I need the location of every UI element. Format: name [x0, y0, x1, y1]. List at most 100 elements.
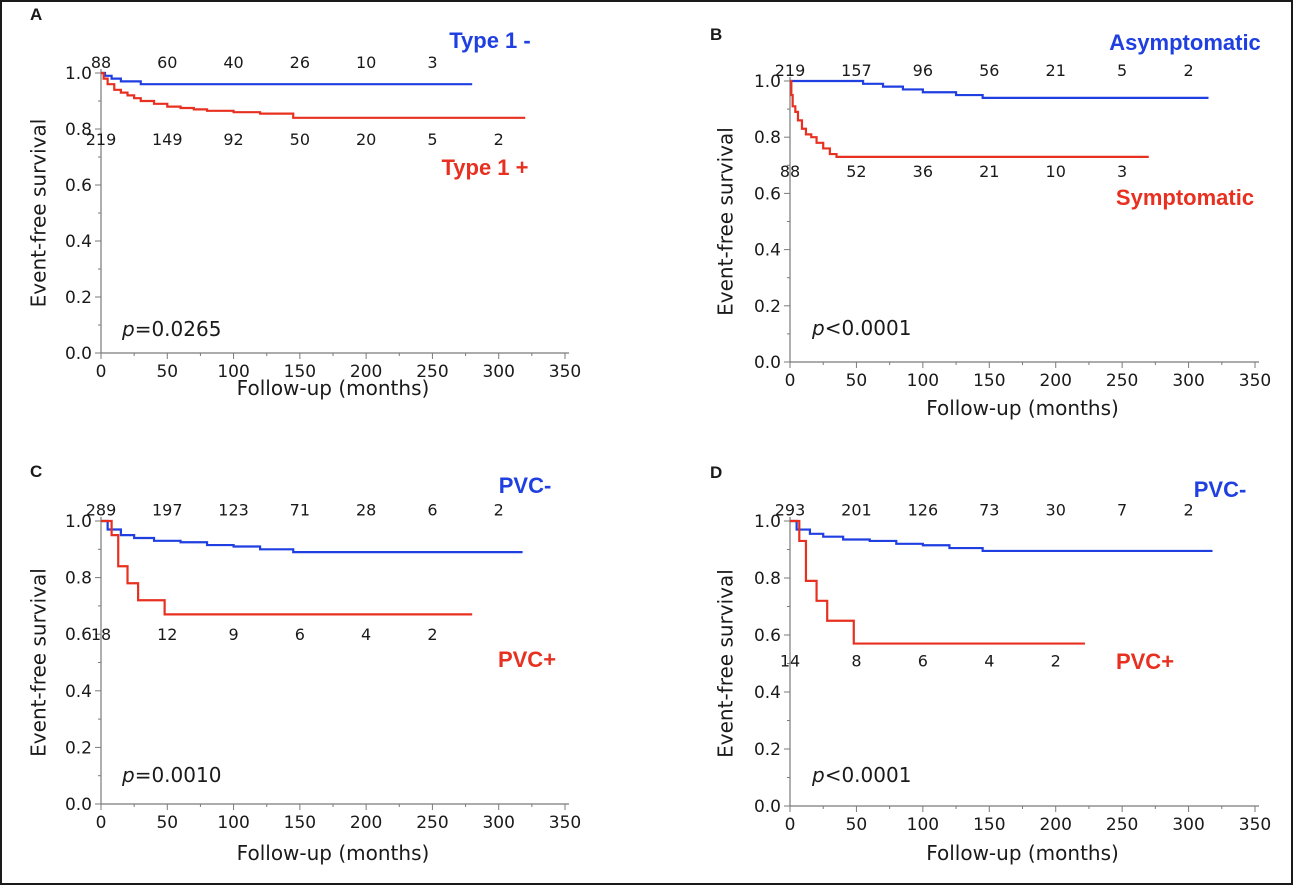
legend-label: PVC+ — [498, 647, 556, 672]
at-risk-number: 219 — [86, 130, 117, 149]
at-risk-number: 73 — [979, 501, 999, 520]
panel-letter: A — [30, 5, 42, 24]
y-tick-label: 0.0 — [65, 795, 92, 815]
at-risk-number: 149 — [152, 130, 183, 149]
x-tick-label: 300 — [1172, 815, 1204, 835]
survival-curve-blue — [101, 519, 523, 554]
survival-curve-red — [790, 519, 1085, 645]
x-tick-label: 150 — [973, 371, 1005, 391]
x-axis-title: Follow-up (months) — [926, 841, 1119, 865]
x-tick-label: 250 — [1106, 371, 1138, 391]
x-tick-label: 0 — [96, 813, 107, 833]
at-risk-number: 50 — [290, 130, 310, 149]
y-tick-label: 1.0 — [65, 512, 92, 532]
y-tick-label: 1.0 — [754, 512, 781, 532]
x-tick-label: 250 — [416, 813, 448, 833]
at-risk-number: 293 — [775, 501, 806, 520]
y-tick-label: 0.2 — [754, 740, 781, 760]
at-risk-number: 4 — [984, 652, 994, 671]
p-value-annotation: p<0.0001 — [811, 763, 911, 787]
at-risk-number: 71 — [290, 501, 310, 520]
y-axis-title: Event-free survival — [27, 568, 51, 757]
panel-letter: D — [710, 463, 722, 482]
x-tick-label: 150 — [973, 815, 1005, 835]
x-tick-label: 50 — [846, 815, 868, 835]
x-tick-label: 0 — [785, 815, 796, 835]
y-tick-label: 1.0 — [754, 72, 781, 92]
at-risk-number: 157 — [841, 61, 872, 80]
at-risk-number: 30 — [1046, 501, 1066, 520]
at-risk-number: 2 — [494, 130, 504, 149]
at-risk-number: 28 — [356, 501, 376, 520]
at-risk-number: 40 — [223, 53, 243, 72]
y-tick-label: 0.0 — [754, 353, 781, 373]
at-risk-number: 2 — [494, 501, 504, 520]
y-tick-label: 0.4 — [65, 232, 92, 252]
legend-label: Symptomatic — [1116, 185, 1254, 210]
at-risk-number: 10 — [1046, 162, 1066, 181]
legend-label: Type 1 + — [441, 155, 528, 180]
x-tick-label: 300 — [482, 813, 514, 833]
at-risk-number: 56 — [979, 61, 999, 80]
at-risk-number: 3 — [427, 53, 437, 72]
p-value-annotation: p<0.0001 — [811, 316, 911, 340]
at-risk-number: 88 — [780, 162, 800, 181]
at-risk-number: 5 — [1117, 61, 1127, 80]
at-risk-number: 123 — [218, 501, 249, 520]
at-risk-number: 5 — [427, 130, 437, 149]
at-risk-number: 21 — [1046, 61, 1066, 80]
at-risk-number: 9 — [228, 625, 238, 644]
x-tick-label: 350 — [1239, 815, 1271, 835]
survival-curve-red — [101, 71, 526, 119]
at-risk-number: 88 — [91, 53, 111, 72]
panel-letter: B — [710, 25, 722, 44]
legend-label: PVC- — [499, 473, 552, 498]
at-risk-number: 8 — [851, 652, 861, 671]
x-tick-label: 200 — [1039, 815, 1071, 835]
x-tick-label: 150 — [284, 362, 316, 382]
y-tick-label: 1.0 — [65, 64, 92, 84]
survival-curve-blue — [101, 71, 473, 86]
at-risk-number: 4 — [361, 625, 371, 644]
y-tick-label: 0.4 — [65, 682, 92, 702]
x-tick-label: 350 — [549, 813, 581, 833]
x-tick-label: 350 — [549, 362, 581, 382]
y-axis-title: Event-free survival — [714, 569, 738, 758]
y-tick-label: 0.2 — [65, 738, 92, 758]
x-tick-label: 350 — [1239, 371, 1271, 391]
x-tick-label: 50 — [156, 362, 178, 382]
x-tick-label: 100 — [907, 815, 939, 835]
at-risk-number: 197 — [152, 501, 183, 520]
at-risk-number: 14 — [780, 652, 800, 671]
at-risk-number: 2 — [1183, 501, 1193, 520]
x-tick-label: 150 — [284, 813, 316, 833]
at-risk-number: 7 — [1117, 501, 1127, 520]
y-tick-label: 0.4 — [754, 241, 781, 261]
panel-b: B 0 50 100 150 200 250 300 350 0.0 0.2 0.4 0.6 0.8 1.0… — [710, 25, 1271, 420]
y-tick-label: 0.8 — [65, 120, 92, 140]
at-risk-number: 2 — [1051, 652, 1061, 671]
y-tick-label: 0.8 — [754, 128, 781, 148]
x-axis-title: Follow-up (months) — [237, 376, 430, 400]
at-risk-number: 20 — [356, 130, 376, 149]
at-risk-number: 219 — [775, 61, 806, 80]
x-tick-label: 200 — [350, 362, 382, 382]
survival-curve-red — [790, 79, 1149, 158]
y-axis-title: Event-free survival — [27, 119, 51, 308]
at-risk-number: 21 — [979, 162, 999, 181]
y-axis-title: Event-free survival — [714, 127, 738, 316]
y-tick-label: 0.2 — [65, 288, 92, 308]
at-risk-number: 2 — [1183, 61, 1193, 80]
at-risk-number: 10 — [356, 53, 376, 72]
survival-curve-blue — [790, 519, 1213, 553]
at-risk-number: 6 — [918, 652, 928, 671]
legend-label: PVC- — [1194, 477, 1247, 502]
x-tick-label: 50 — [156, 813, 178, 833]
x-tick-label: 100 — [217, 813, 249, 833]
x-tick-label: 0 — [96, 362, 107, 382]
at-risk-number: 26 — [290, 53, 310, 72]
x-tick-label: 200 — [350, 813, 382, 833]
at-risk-number: 3 — [1117, 162, 1127, 181]
